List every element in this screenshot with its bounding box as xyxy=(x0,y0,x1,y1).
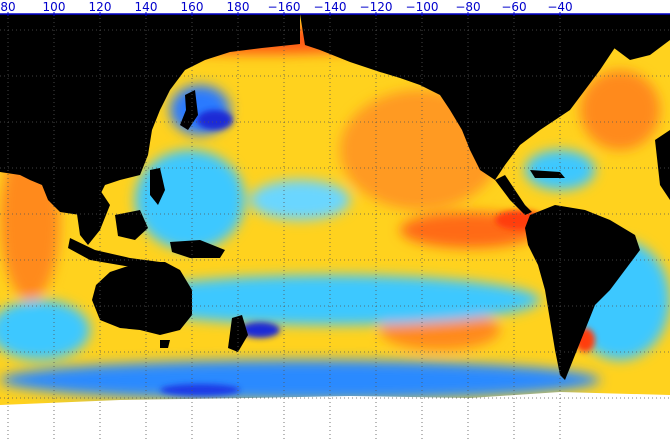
graticule xyxy=(0,14,670,440)
cool-anomaly-southern-ocean xyxy=(0,360,600,400)
axis-strip xyxy=(0,0,670,14)
longitude-tick-label: −140 xyxy=(313,0,347,14)
longitude-tick-label: −80 xyxy=(455,0,481,14)
cool-anomaly-indian-south xyxy=(0,300,90,360)
longitude-tick-label: −60 xyxy=(501,0,527,14)
land-new-guinea xyxy=(170,240,225,258)
land-central-america xyxy=(495,175,532,215)
land-greenland xyxy=(590,14,670,60)
land-borneo xyxy=(115,210,148,240)
land-asia xyxy=(0,14,300,215)
longitude-tick-label: 80 xyxy=(0,0,16,14)
land-philippines xyxy=(150,168,165,205)
longitude-tick-label: −160 xyxy=(267,0,301,14)
very-cold-patch-2 xyxy=(240,322,280,338)
longitude-tick-label: 160 xyxy=(180,0,204,14)
land-north-america xyxy=(300,14,670,180)
land-japan xyxy=(180,90,198,130)
warm-anomaly-atlantic xyxy=(580,70,660,150)
cool-anomaly-south-band xyxy=(120,275,540,325)
land-sumatra-java xyxy=(68,238,160,268)
very-cold-patch-3 xyxy=(160,384,240,396)
land-new-zealand xyxy=(228,315,248,352)
axis-tick-marks xyxy=(0,12,670,16)
land-cuba xyxy=(530,170,565,178)
longitude-tick-label: −100 xyxy=(405,0,439,14)
cool-anomaly-west-pacific xyxy=(135,150,245,250)
longitude-tick-label: 100 xyxy=(42,0,66,14)
longitude-tick-label: 180 xyxy=(226,0,250,14)
longitude-tick-label: 120 xyxy=(88,0,112,14)
land-tasmania xyxy=(160,340,170,348)
longitude-tick-label: 140 xyxy=(134,0,158,14)
land-south-america xyxy=(525,205,640,380)
land-australia xyxy=(92,262,192,335)
land-africa xyxy=(655,130,670,200)
landmasses xyxy=(0,14,670,380)
longitude-tick-label: −120 xyxy=(359,0,393,14)
cool-anomaly-tropical-pacific xyxy=(250,180,350,220)
land-indochina xyxy=(75,190,110,245)
longitude-tick-label: −40 xyxy=(547,0,573,14)
very-cold-patch-1 xyxy=(197,110,233,130)
antarctica-ice xyxy=(0,392,670,440)
